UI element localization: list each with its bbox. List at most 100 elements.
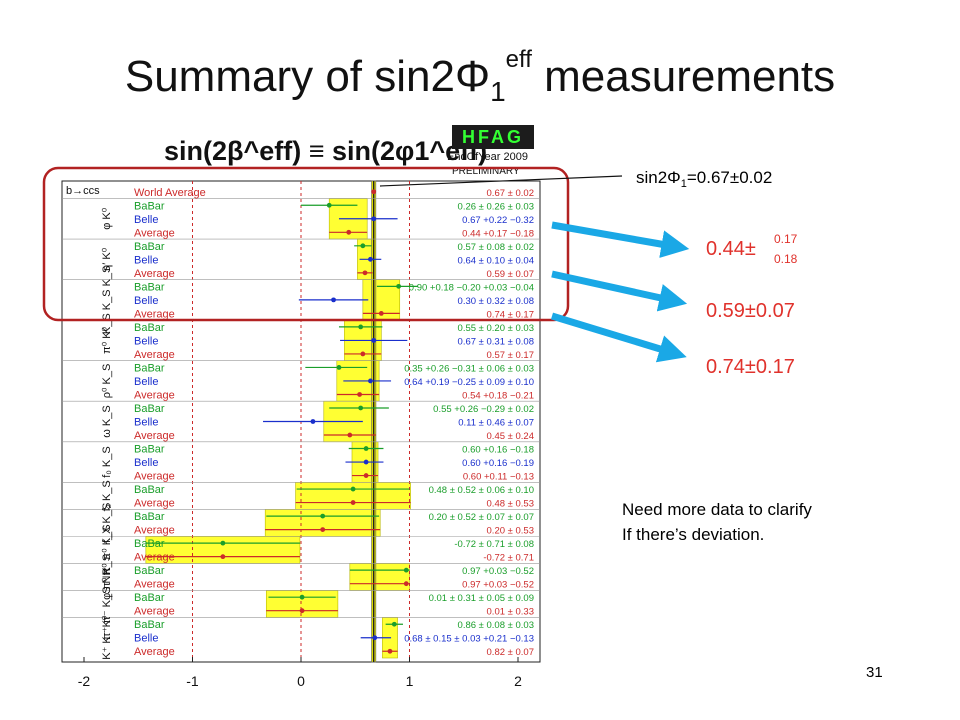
hfag-badge: [452, 125, 534, 149]
row-label: BaBar: [134, 565, 165, 577]
average-band: [349, 563, 410, 591]
row-label: BaBar: [134, 241, 165, 253]
data-point: [387, 648, 393, 654]
row-label: BaBar: [134, 484, 165, 496]
chart-title: sin(2β^eff) ≡ sin(2φ1^eff): [164, 136, 487, 166]
group-mode-label: π⁰ π⁰ K_S: [101, 524, 113, 575]
row-value-label: 0.48 ± 0.53: [487, 499, 534, 510]
row-value-label: 0.48 ± 0.52 ± 0.06 ± 0.10: [429, 485, 534, 496]
row-value-label: 0.35 +0.26 −0.31 ± 0.06 ± 0.03: [404, 363, 534, 374]
data-point: [357, 392, 362, 397]
row-label: Average: [134, 268, 175, 280]
row-label: Average: [134, 606, 175, 618]
row-label: Average: [134, 525, 175, 537]
title-tail: measurements: [531, 52, 836, 101]
row-label: Average: [134, 430, 175, 442]
mode-label-header: b→ccs: [66, 185, 100, 197]
world-average-label: sin2Φ: [636, 168, 681, 187]
data-point: [220, 554, 226, 560]
row-label: Belle: [134, 254, 158, 266]
blue-arrow: [551, 270, 688, 312]
hfag-badge-subtitle: EndOfYear 2009: [447, 151, 528, 163]
row-label: BaBar: [134, 281, 165, 293]
data-point: [371, 338, 377, 343]
conclusion-note: Need more data to clarify If there’s dev…: [622, 497, 812, 547]
row-value-label: 0.67 ± 0.31 ± 0.08: [458, 336, 534, 347]
data-point: [310, 419, 316, 424]
row-label: Average: [134, 579, 175, 591]
row-value-label: 0.60 +0.16 −0.19: [462, 458, 534, 469]
blue-arrow: [550, 312, 687, 363]
x-tick-label: 0: [297, 673, 305, 689]
row-label: Belle: [134, 457, 158, 469]
row-label: Average: [134, 308, 175, 320]
x-tick-label: -1: [186, 673, 199, 689]
data-point: [326, 202, 332, 208]
row-value-label: 0.44 +0.17 −0.18: [462, 228, 534, 239]
phi-k0-minus-error: 0.18: [774, 252, 798, 266]
data-point: [368, 378, 373, 384]
average-band: [265, 590, 339, 618]
data-point: [299, 594, 305, 600]
x-tick-label: 1: [406, 673, 414, 689]
group-mode-label: K⁺ K⁻ K⁰: [101, 615, 113, 660]
note-line-1: Need more data to clarify: [622, 500, 812, 519]
row-label: BaBar: [134, 200, 165, 212]
highlight-box: [42, 166, 570, 322]
data-point: [372, 635, 378, 641]
note-line-2: If there’s deviation.: [622, 525, 765, 544]
etaprime-k0-average-value: 0.59±0.07: [706, 300, 795, 322]
row-label: Average: [134, 498, 175, 510]
row-label: BaBar: [134, 322, 165, 334]
row-label: Average: [134, 227, 175, 239]
row-label: BaBar: [134, 619, 165, 631]
row-label: Average: [134, 552, 175, 564]
row-label: BaBar: [134, 511, 165, 523]
group-mode-label: f₂ K_S: [101, 480, 113, 511]
data-point: [396, 283, 402, 289]
data-point: [403, 567, 409, 573]
row-label: Belle: [134, 633, 158, 645]
title-superscript: eff: [505, 46, 532, 73]
group-mode-label: K_S K_S K_S: [101, 266, 113, 335]
data-point: [391, 621, 397, 627]
row-value-label: -0.72 ± 0.71: [483, 553, 534, 564]
row-value-label: 0.64 ± 0.10 ± 0.04: [458, 255, 534, 266]
data-point: [347, 432, 353, 438]
data-point: [358, 324, 364, 330]
data-point: [371, 189, 377, 195]
row-label: Belle: [134, 417, 158, 429]
data-point: [350, 486, 356, 492]
row-value-label: 0.57 ± 0.08 ± 0.02: [458, 242, 534, 253]
data-point: [320, 527, 326, 533]
row-label: Belle: [134, 335, 158, 347]
row-value-label: 0.82 ± 0.07: [487, 647, 534, 658]
row-value-label: 0.86 ± 0.08 ± 0.03: [458, 620, 534, 631]
group-mode-label: f₀ K_S: [101, 446, 113, 477]
row-value-label: 0.60 +0.16 −0.18: [462, 445, 534, 456]
group-mode-label: ω K_S: [101, 405, 113, 437]
ksksks-average-value: 0.74±0.17: [706, 356, 795, 378]
data-point: [378, 310, 384, 316]
page-number: 31: [866, 664, 883, 681]
hfag-badge-text: HFAG: [462, 127, 524, 147]
data-point: [360, 351, 366, 357]
data-point: [320, 513, 326, 519]
group-mode-label: π⁰ K⁰: [101, 326, 113, 353]
group-mode-label: π⁺ π⁻ K_S NR: [101, 568, 113, 641]
row-value-label: 0.57 ± 0.17: [487, 350, 534, 361]
data-point: [350, 500, 356, 505]
data-point: [358, 405, 364, 411]
row-value-label: 0.26 ± 0.26 ± 0.03: [458, 201, 534, 212]
data-point: [299, 608, 305, 614]
data-point: [220, 540, 226, 546]
row-value-label: 0.01 ± 0.33: [487, 607, 534, 618]
row-value-label: 0.97 +0.03 −0.52: [462, 566, 534, 577]
row-value-label: 0.67 +0.22 −0.32: [462, 215, 534, 226]
world-average-subscript: 1: [680, 178, 687, 190]
data-point: [331, 297, 336, 303]
row-label: Average: [134, 389, 175, 401]
row-label: BaBar: [134, 362, 165, 374]
row-value-label: 0.59 ± 0.07: [487, 269, 534, 280]
